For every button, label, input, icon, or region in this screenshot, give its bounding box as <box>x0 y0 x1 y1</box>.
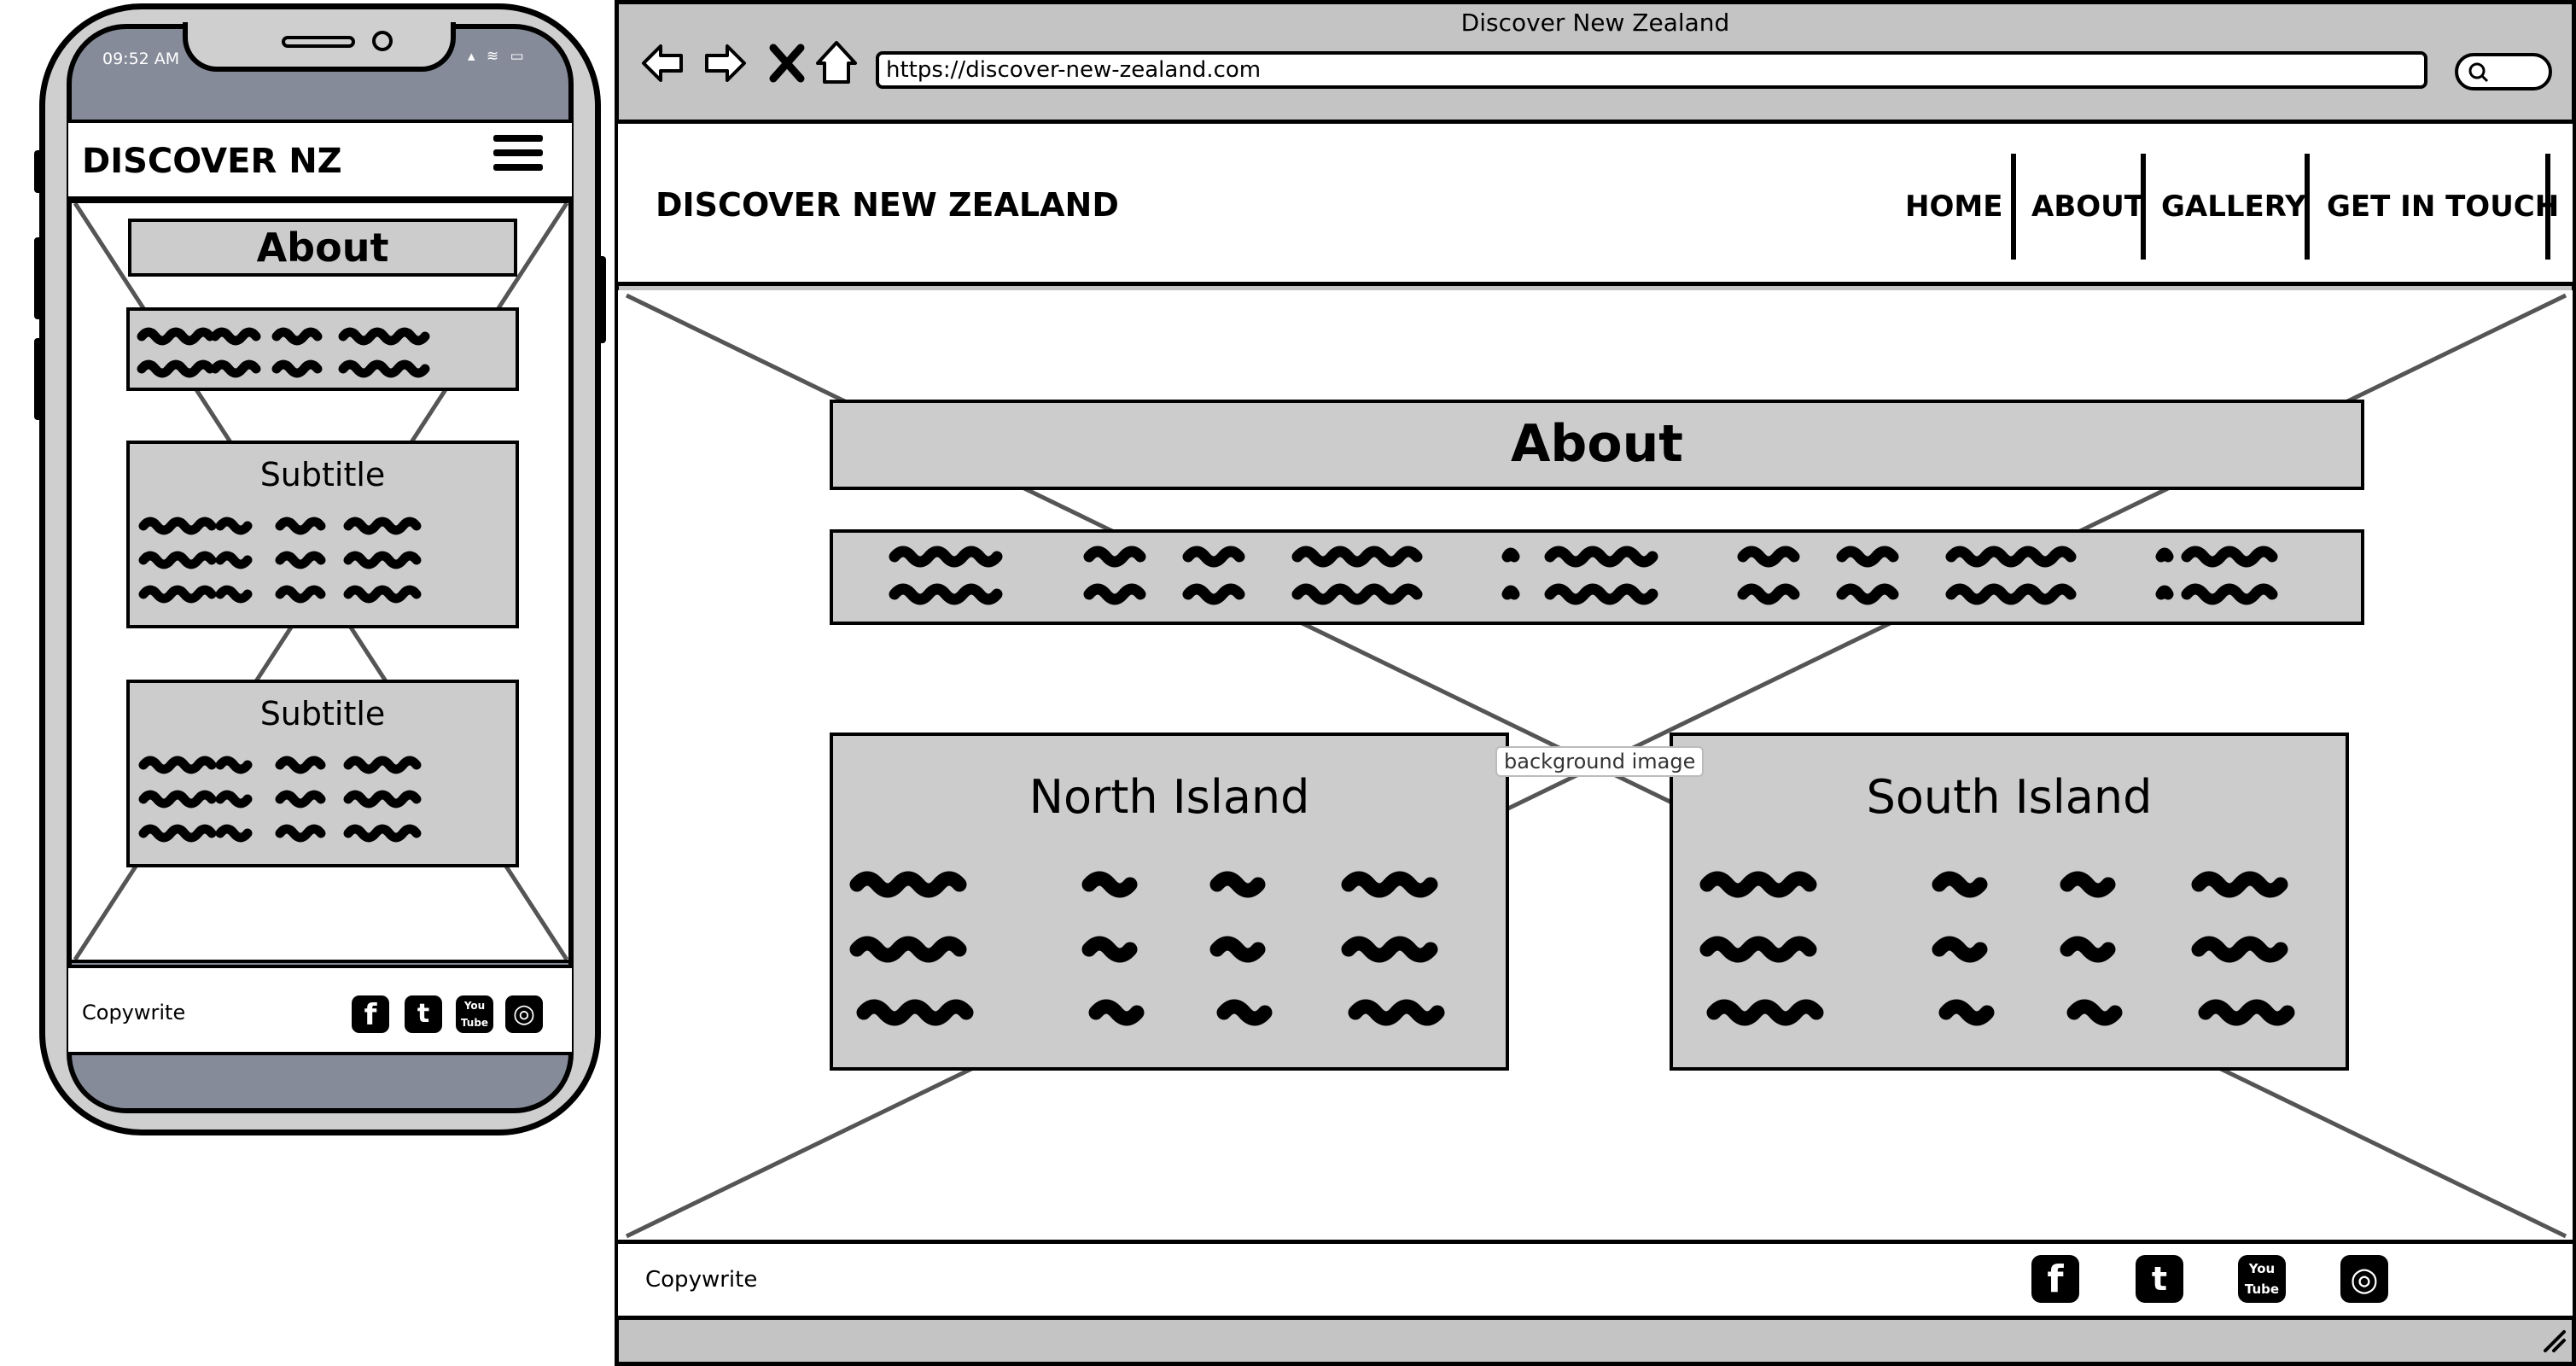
instagram-icon[interactable]: ◎ <box>505 995 543 1033</box>
background-image-label: background image <box>1495 746 1705 777</box>
mobile-card: Subtitle <box>126 680 519 867</box>
island-card-south: South Island <box>1670 733 2349 1071</box>
nav-separator <box>2545 154 2550 260</box>
intro-text <box>830 529 2364 625</box>
mobile-card-title: Subtitle <box>259 456 386 493</box>
forward-arrow-icon[interactable] <box>702 39 749 87</box>
island-card-title: South Island <box>1866 770 2153 824</box>
mobile-page-title: About <box>128 219 517 277</box>
site-brand[interactable]: DISCOVER NEW ZEALAND <box>656 186 1119 224</box>
mobile-card: Subtitle <box>126 441 519 628</box>
nav-separator <box>2305 154 2310 260</box>
mobile-intro-text <box>126 307 519 391</box>
nav-separator <box>2141 154 2146 260</box>
site-header <box>618 124 2573 286</box>
back-arrow-icon[interactable] <box>638 39 686 87</box>
scribble-text <box>889 546 2278 605</box>
search-icon <box>2468 62 2489 83</box>
hamburger-menu-icon[interactable] <box>493 135 543 181</box>
status-time: 09:52 AM <box>102 50 180 68</box>
nav-about[interactable]: ABOUT <box>2031 190 2144 224</box>
scribble-text <box>1699 871 2295 1026</box>
island-card-title: North Island <box>1029 770 1310 824</box>
phone-volume-down <box>34 338 43 420</box>
nav-gallery[interactable]: GALLERY <box>2161 190 2306 224</box>
scribble-text <box>849 871 1445 1026</box>
youtube-icon[interactable]: You Tube <box>2238 1255 2286 1303</box>
window-title: Discover New Zealand <box>1460 9 1730 37</box>
twitter-icon[interactable]: t <box>2136 1255 2183 1303</box>
nav-get-in-touch[interactable]: GET IN TOUCH <box>2327 190 2560 224</box>
home-icon[interactable] <box>813 38 860 85</box>
facebook-icon[interactable]: f <box>352 995 389 1033</box>
nav-separator <box>2011 154 2016 260</box>
close-icon[interactable] <box>763 39 811 87</box>
phone-volume-up <box>34 237 43 319</box>
scribble-text <box>138 517 422 604</box>
resize-handle-icon[interactable] <box>2542 1328 2567 1354</box>
nav-home[interactable]: HOME <box>1905 190 2003 224</box>
address-bar[interactable]: https://discover-new-zealand.com <box>876 51 2427 89</box>
mobile-brand[interactable]: DISCOVER NZ <box>82 142 342 181</box>
scribble-text <box>138 756 422 843</box>
phone-speaker <box>282 36 355 48</box>
mobile-footer-copy: Copywrite <box>82 1001 186 1024</box>
phone-power-button <box>597 256 606 343</box>
mobile-card-title: Subtitle <box>259 695 386 733</box>
youtube-icon[interactable]: You Tube <box>456 995 493 1033</box>
browser-search[interactable] <box>2455 53 2552 90</box>
twitter-icon[interactable]: t <box>405 995 442 1033</box>
phone-camera <box>372 31 393 51</box>
scribble-text <box>137 327 430 378</box>
instagram-icon[interactable]: ◎ <box>2340 1255 2388 1303</box>
page-title: About <box>830 400 2364 490</box>
footer-copy: Copywrite <box>645 1267 758 1293</box>
status-icons: ▴ ≋ ▭ <box>468 48 527 65</box>
phone-silent-switch <box>34 150 43 193</box>
island-card-north: North Island <box>830 733 1509 1071</box>
facebook-icon[interactable]: f <box>2031 1255 2079 1303</box>
mobile-header <box>68 120 572 200</box>
toolbar-divider <box>618 120 2573 124</box>
